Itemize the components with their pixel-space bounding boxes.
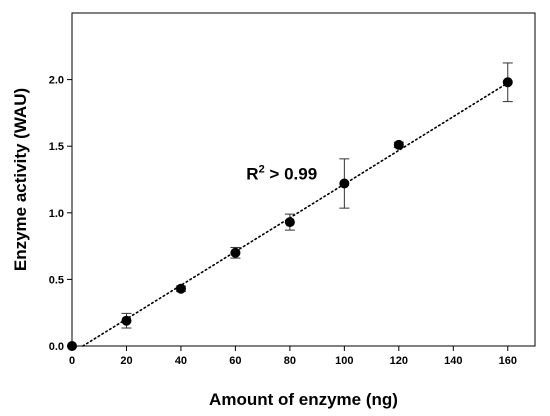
data-point [339, 178, 350, 189]
plot-frame [71, 12, 536, 347]
y-tick-label: 1.0 [49, 208, 64, 220]
data-point [175, 283, 186, 294]
data-point [502, 77, 513, 88]
y-tick-label: 0.0 [49, 341, 64, 353]
y-tick-label: 2.0 [49, 75, 64, 87]
x-axis-title: Amount of enzyme (ng) [209, 390, 398, 409]
y-tick-label: 1.5 [49, 141, 64, 153]
x-tick-label: 60 [229, 355, 241, 367]
x-tick-label: 20 [120, 355, 132, 367]
axes-layer [71, 12, 536, 347]
data-point [393, 139, 404, 150]
r2-annotation-base: R [246, 165, 258, 184]
x-tick-label: 100 [335, 355, 353, 367]
y-axis-title: Enzyme activity (WAU) [11, 88, 30, 271]
data-point [284, 217, 295, 228]
y-tick-label: 0.5 [49, 274, 64, 286]
data-point [121, 315, 132, 326]
data-point-layer [67, 77, 513, 351]
x-tick-label: 160 [499, 355, 517, 367]
tick-layer: 0 20 40 60 80 100 120 140 160 0.0 0.5 1.0 1.5 2.0 [49, 75, 517, 367]
r2-annotation-rest: > 0.99 [265, 165, 317, 184]
x-tick-label: 0 [69, 355, 75, 367]
x-tick-label: 80 [284, 355, 296, 367]
trendline-layer [82, 82, 509, 347]
r2-annotation-superscript: 2 [259, 164, 265, 176]
x-tick-label: 40 [175, 355, 187, 367]
trendline [82, 82, 509, 347]
r2-annotation: R2 > 0.99 [246, 164, 317, 184]
data-point [230, 247, 241, 258]
x-tick-label: 140 [444, 355, 462, 367]
x-tick-label: 120 [390, 355, 408, 367]
